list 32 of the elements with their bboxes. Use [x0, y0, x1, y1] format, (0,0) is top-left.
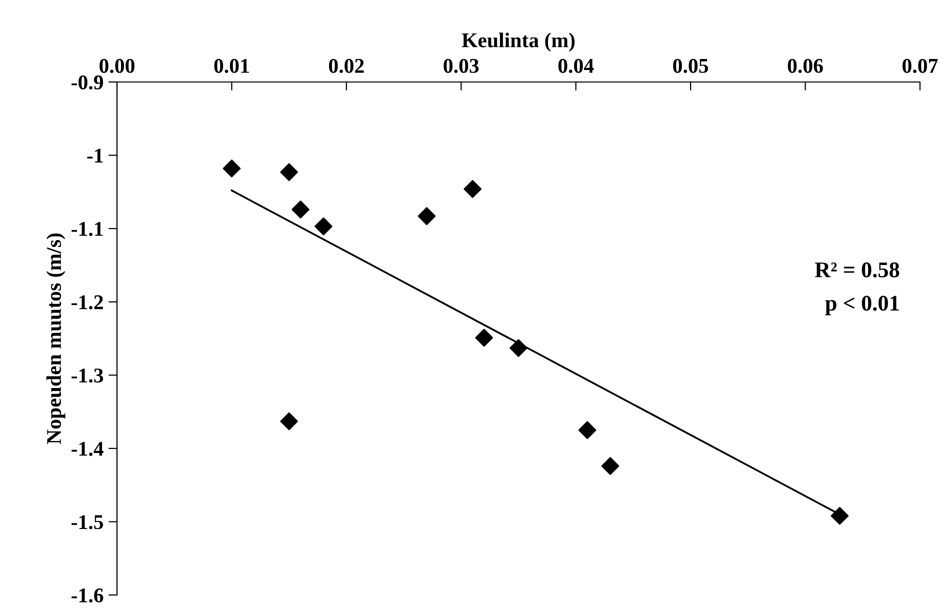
- y-tick-label: -1.4: [72, 442, 104, 456]
- point: [475, 328, 493, 347]
- y-tick-label: -1.1: [72, 222, 103, 236]
- y-tick-label: -1.6: [72, 588, 104, 603]
- point: [830, 506, 849, 525]
- point: [280, 412, 298, 430]
- point: [464, 180, 482, 198]
- x-tick-label: 0.06: [788, 58, 823, 73]
- y-axis-title: Nopeuden muutos (m/s): [46, 233, 66, 444]
- point: [222, 160, 241, 178]
- annotation: p < 0.01: [825, 296, 899, 316]
- y-tick-label: -1.2: [72, 295, 103, 310]
- x-axis-title: Keulinta (m): [462, 32, 575, 52]
- x-tick-label: 0.04: [558, 58, 594, 73]
- y-tick-label: -0.9: [72, 75, 104, 90]
- point: [418, 207, 436, 226]
- point: [510, 339, 528, 357]
- x-tick-label: 0.05: [673, 58, 708, 73]
- annotation: R² = 0.58: [814, 262, 900, 278]
- point: [601, 457, 620, 475]
- point: [292, 200, 310, 218]
- x-tick-label: 0.07: [902, 58, 938, 73]
- point: [314, 217, 332, 236]
- point: [578, 421, 596, 440]
- y-tick-label: -1.3: [72, 368, 104, 383]
- point: [280, 163, 298, 182]
- x-tick-label: 0.00: [100, 58, 134, 73]
- x-tick-label: 0.02: [328, 58, 364, 73]
- y-tick-label: -1: [87, 148, 103, 163]
- x-tick-label: 0.01: [214, 58, 249, 73]
- y-tick-label: -1.5: [72, 515, 104, 530]
- x-tick-label: 0.03: [444, 58, 479, 73]
